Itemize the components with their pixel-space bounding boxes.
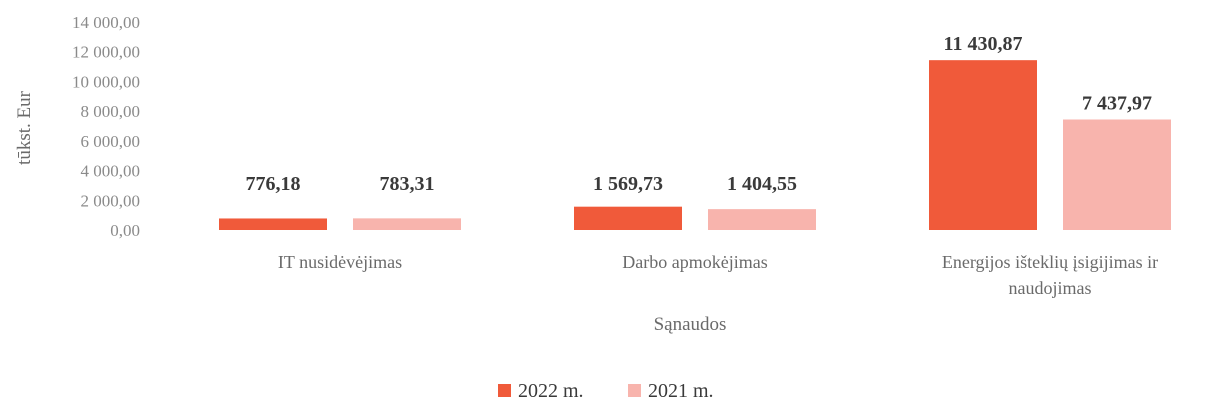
y-tick-label: 4 000,00: [81, 162, 141, 181]
legend: 2022 m. 2021 m.: [498, 380, 714, 402]
data-label: 1 569,73: [593, 173, 663, 195]
y-tick-label: 0,00: [110, 221, 140, 240]
data-label: 776,18: [246, 173, 301, 195]
data-label: 11 430,87: [944, 33, 1023, 55]
category-label: Darbo apmokėjimas: [622, 252, 767, 272]
legend-swatch: [498, 384, 511, 397]
y-axis-title: tūkst. Eur: [14, 90, 35, 165]
legend-label: 2021 m.: [648, 380, 714, 402]
y-tick-label: 8 000,00: [81, 102, 141, 121]
y-tick-label: 14 000,00: [72, 13, 140, 32]
category-label: naudojimas: [1009, 278, 1092, 298]
y-axis-ticks: 0,00 2 000,00 4 000,00 6 000,00 8 000,00 10 0…: [72, 13, 140, 240]
y-tick-label: 6 000,00: [81, 132, 141, 151]
y-tick-label: 12 000,00: [72, 43, 140, 62]
bar-series1: [574, 206, 682, 230]
bar-series2: [353, 218, 461, 230]
data-label: 1 404,55: [727, 173, 797, 195]
bars: [219, 60, 1171, 231]
data-label: 7 437,97: [1082, 92, 1152, 114]
legend-swatch: [628, 384, 641, 397]
bar-series2: [1063, 119, 1171, 230]
bar-series2: [708, 209, 816, 230]
y-tick-label: 10 000,00: [72, 72, 140, 91]
data-label: 783,31: [380, 173, 435, 195]
x-axis-title: Sąnaudos: [654, 314, 727, 335]
category-labels: IT nusidėvėjimas Darbo apmokėjimas Energij…: [278, 252, 1158, 298]
legend-label: 2022 m.: [518, 380, 584, 402]
bar-series1: [219, 218, 327, 230]
y-tick-label: 2 000,00: [81, 191, 141, 210]
bar-series1: [929, 60, 1037, 231]
data-labels: 776,18 783,31 1 569,73 1 404,55 11 430,87 7 4…: [246, 33, 1153, 195]
category-label: IT nusidėvėjimas: [278, 252, 402, 272]
category-label: Energijos išteklių įsigijimas ir: [942, 252, 1158, 272]
